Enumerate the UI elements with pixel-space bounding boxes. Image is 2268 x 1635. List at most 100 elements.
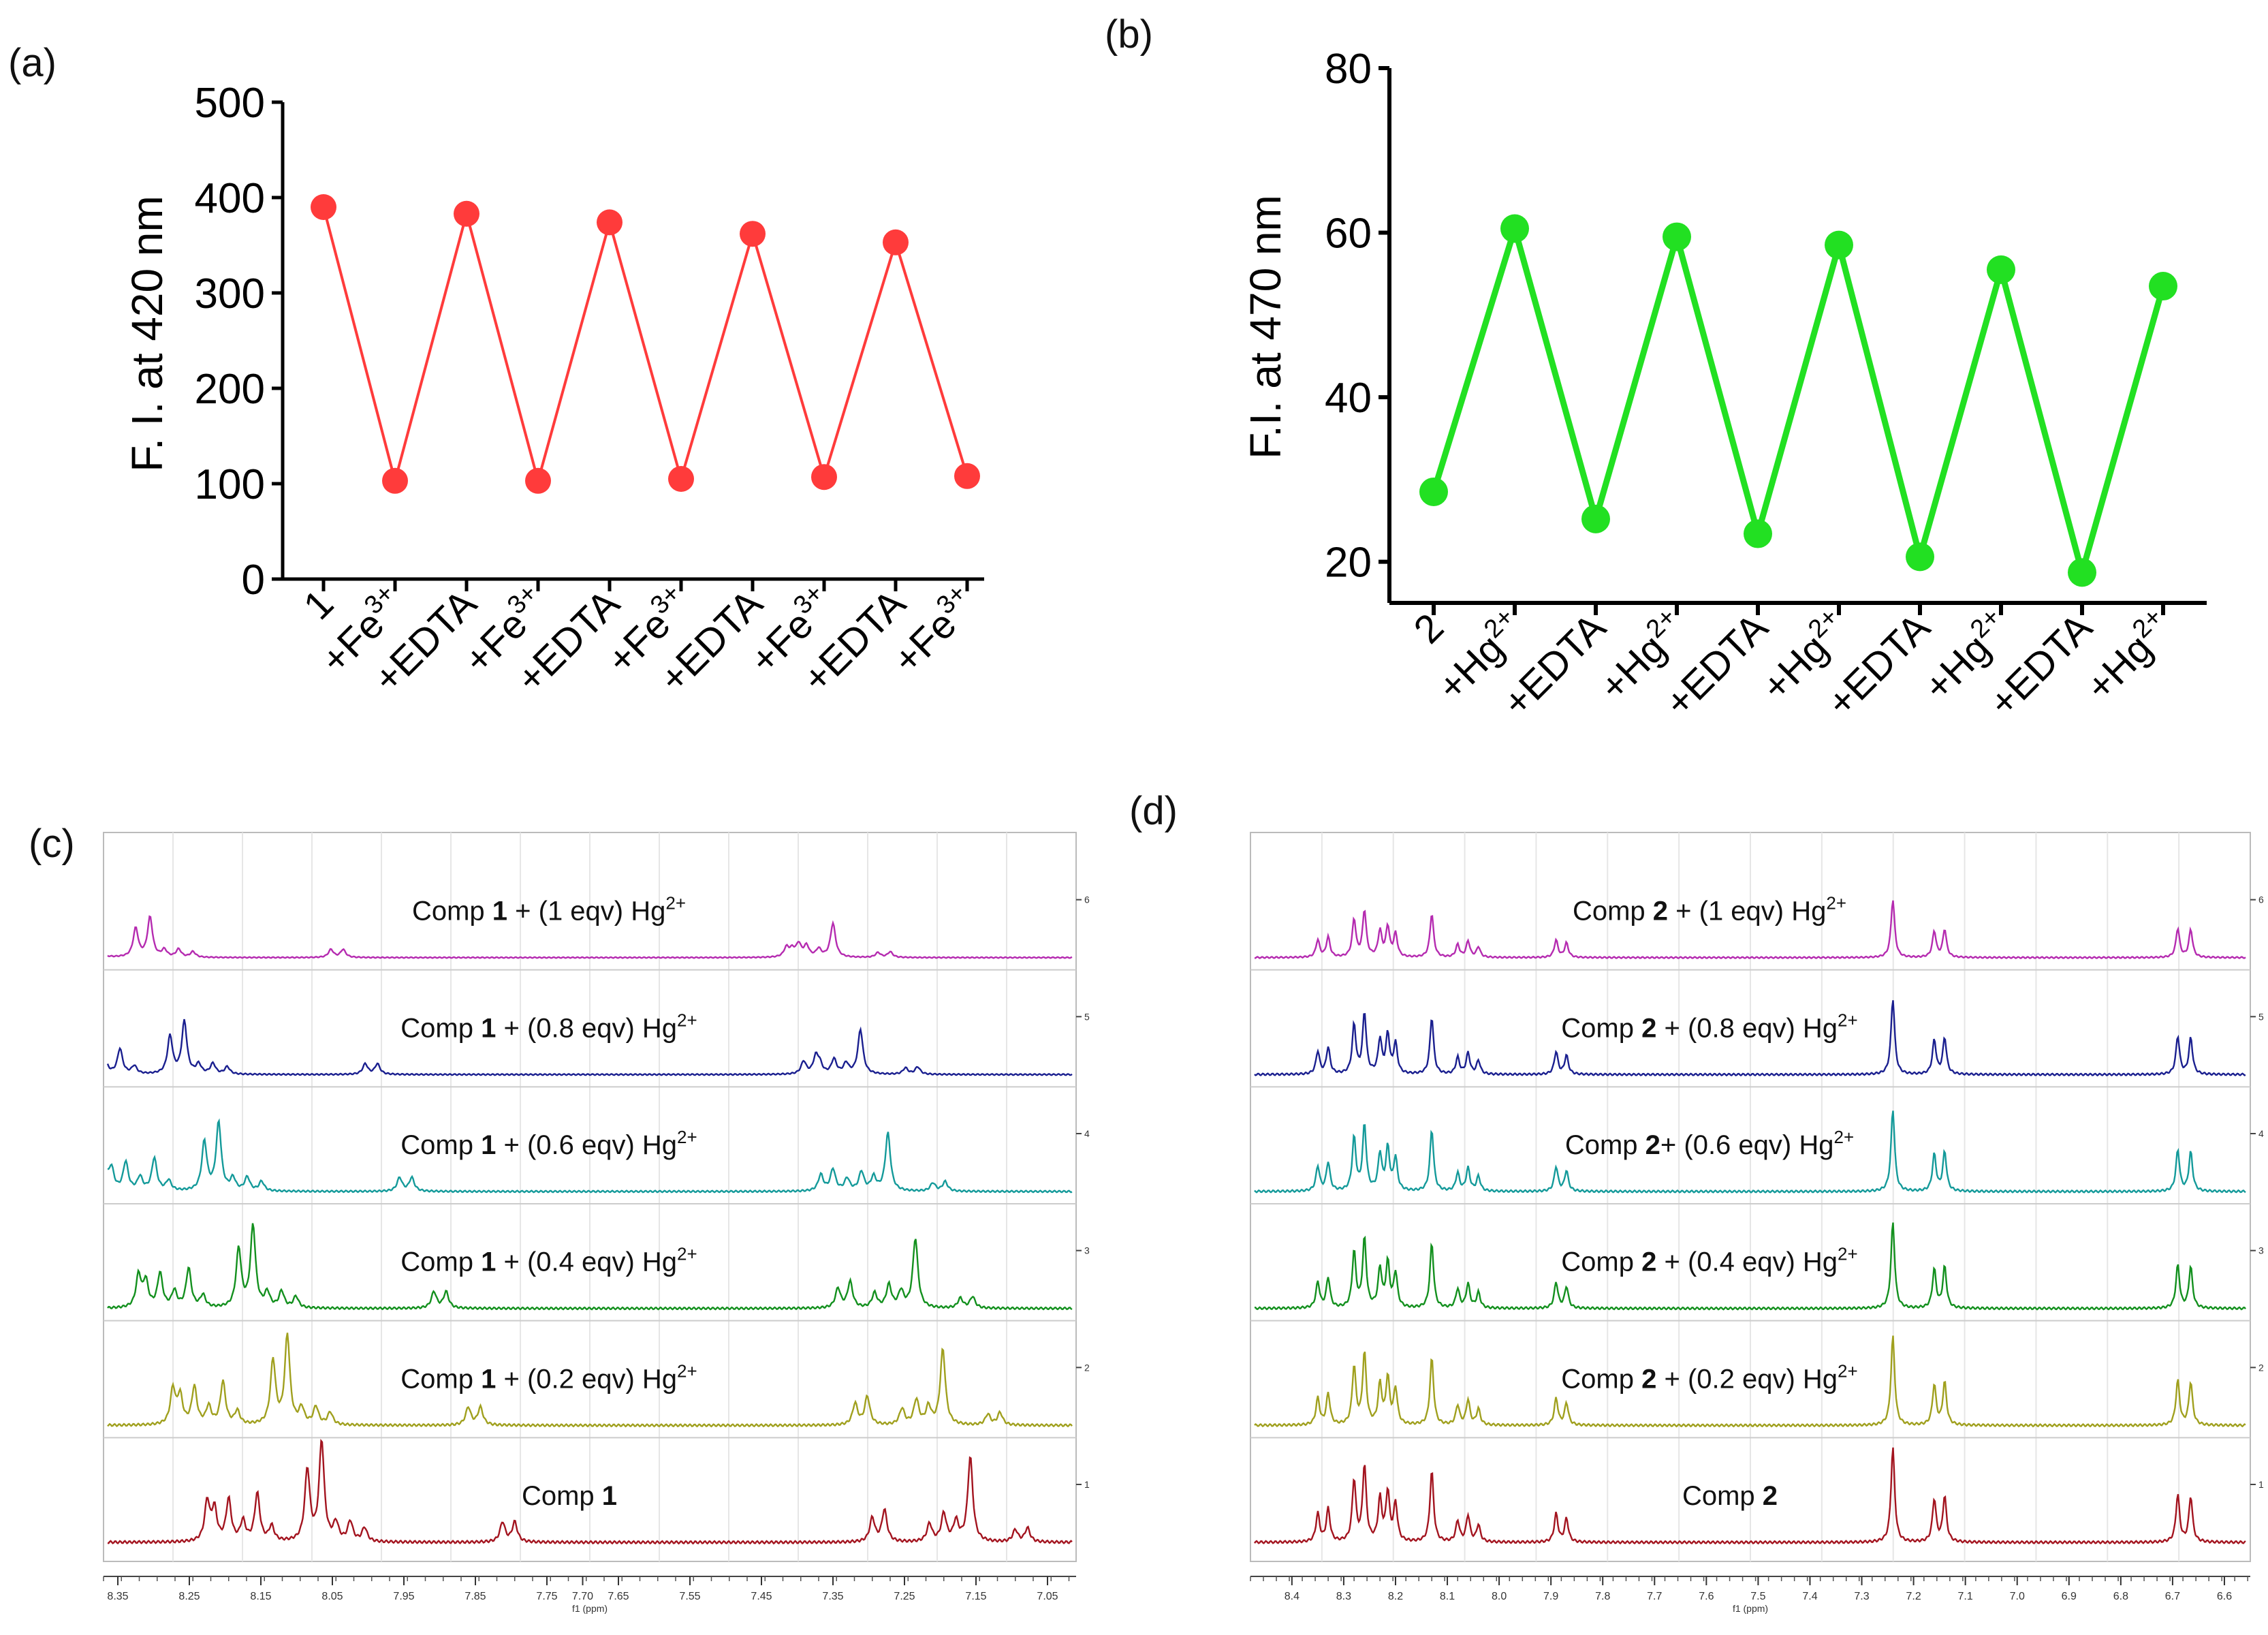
chartB-data-point [1744, 519, 1772, 548]
chartA-data-point [597, 209, 623, 236]
nmrD-ppm-tick-label: 6.9 [2062, 1591, 2077, 1602]
nmrC-ppm-tick-label: 7.95 [393, 1591, 414, 1602]
nmrD-ppm-tick-label: 7.7 [1647, 1591, 1662, 1602]
chartA-data-point [668, 466, 694, 492]
chartB-y-tick-label: 40 [1325, 375, 1372, 422]
chartA-y-tick-label: 100 [195, 461, 265, 508]
nmrD-ppm-tick-label: 7.4 [1802, 1591, 1817, 1602]
chartA-y-tick-label: 300 [195, 270, 265, 317]
nmrC-trace-label: Comp 1 + (0.2 eqv) Hg2+ [400, 1360, 697, 1394]
nmrD-right-tick-label: 1 [2258, 1479, 2264, 1490]
chartA-data-point [954, 463, 980, 489]
panel-label-a: (a) [8, 41, 57, 85]
nmrC-ppm-tick-label: 7.55 [679, 1591, 700, 1602]
nmrC-trace-label: Comp 1 + (0.8 eqv) Hg2+ [400, 1010, 697, 1043]
nmrD-right-tick-label: 2 [2258, 1362, 2264, 1373]
chartA-data-point [454, 200, 479, 227]
nmrC-ppm-tick-label: 8.25 [178, 1591, 200, 1602]
nmr-stack-c: 1 2 3 4 5 6 8.35 8.25 8.15 8.05 7.95 7.85 7.75 7.70 7.… [103, 832, 1090, 1614]
nmrC-right-tick-label: 1 [1084, 1479, 1090, 1490]
chartB-category-label: 2 [1405, 605, 1452, 652]
nmrC-spectrum-trace [107, 915, 1073, 959]
nmrD-spectrum-trace [1255, 900, 2246, 959]
nmrD-ppm-tick-label: 7.3 [1854, 1591, 1869, 1602]
nmrD-right-tick-label: 3 [2258, 1245, 2264, 1256]
chart-b-y-axis-title: F.I. at 470 nm [1241, 195, 1290, 459]
nmrC-trace-label: Comp 1 + (0.4 eqv) Hg2+ [400, 1244, 697, 1277]
chartB-series-line [1430, 217, 2167, 585]
panel-label-c: (c) [29, 822, 75, 866]
chartA-y-tick-label: 0 [242, 557, 265, 604]
nmrD-ppm-tick-label: 7.8 [1595, 1591, 1610, 1602]
nmrC-ppm-tick-label: 7.65 [608, 1591, 629, 1602]
nmrC-ppm-tick-label: 7.45 [751, 1591, 772, 1602]
chartA-category-label: 1 [295, 581, 342, 628]
nmrD-spectrum-trace [1254, 1335, 2246, 1428]
nmrC-right-tick-label: 4 [1084, 1128, 1090, 1139]
nmrC-right-tick-label: 5 [1084, 1011, 1090, 1022]
nmrD-spectrum-trace [1254, 1000, 2246, 1077]
nmrD-right-tick-label: 4 [2258, 1128, 2264, 1139]
chart-a: F. I. at 420 nm 01002003004005001+Fe3++E… [123, 80, 986, 701]
nmrD-ppm-tick-label: 6.6 [2217, 1591, 2232, 1602]
chartA-data-point [740, 221, 766, 247]
chartB-data-point [1663, 222, 1691, 251]
nmrC-ppm-tick-label: 8.35 [107, 1591, 128, 1602]
chart-a-y-axis-title: F. I. at 420 nm [123, 196, 172, 472]
nmrD-right-tick-label: 6 [2258, 894, 2264, 905]
nmrD-ppm-axis-title: f1 (ppm) [1733, 1603, 1768, 1614]
nmrD-ppm-tick-label: 8.1 [1440, 1591, 1455, 1602]
nmrC-spectrum-trace [107, 1118, 1073, 1194]
chartB-y-tick-label: 60 [1325, 211, 1372, 258]
nmrD-trace-label: Comp 2 + (0.4 eqv) Hg2+ [1561, 1244, 1857, 1277]
nmrD-ppm-tick-label: 6.7 [2165, 1591, 2180, 1602]
chartB-category-label: +Hg2+ [2075, 603, 2182, 710]
nmrC-ppm-axis-title: f1 (ppm) [572, 1603, 608, 1614]
nmrC-trace-label: Comp 1 [522, 1481, 617, 1511]
nmrC-ppm-tick-label: 7.05 [1037, 1591, 1058, 1602]
nmrC-right-tick-label: 3 [1084, 1245, 1090, 1256]
nmrC-ppm-tick-label: 7.85 [464, 1591, 486, 1602]
nmrD-spectrum-trace [1254, 1110, 2246, 1194]
nmrC-ppm-tick-label: 8.05 [321, 1591, 343, 1602]
nmrD-ppm-tick-label: 7.2 [1906, 1591, 1921, 1602]
nmrC-right-tick-label: 6 [1084, 894, 1090, 905]
nmrC-spectrum-trace [106, 1018, 1073, 1076]
nmrD-ppm-tick-label: 7.5 [1750, 1591, 1765, 1602]
nmrD-ppm-tick-label: 8.4 [1285, 1591, 1300, 1602]
nmrD-ppm-tick-label: 7.6 [1699, 1591, 1714, 1602]
nmrD-spectrum-trace [1254, 1447, 2246, 1545]
nmrD-trace-label: Comp 2 [1682, 1481, 1778, 1511]
chart-b: F.I. at 470 nm 204060802+Hg2++EDTA+Hg2++… [1241, 46, 2207, 725]
chartA-data-point [311, 194, 336, 220]
nmrD-trace-label: Comp 2 + (0.2 eqv) Hg2+ [1561, 1360, 1857, 1394]
nmrD-ppm-tick-label: 7.9 [1543, 1591, 1558, 1602]
nmrD-ppm-tick-label: 8.0 [1492, 1591, 1507, 1602]
chartB-y-tick-label: 20 [1325, 540, 1372, 587]
nmrC-ppm-tick-label: 7.70 [572, 1591, 593, 1602]
nmrC-trace-label: Comp 1 + (0.6 eqv) Hg2+ [400, 1127, 697, 1160]
nmrD-ppm-tick-label: 8.3 [1336, 1591, 1351, 1602]
nmrC-ppm-tick-label: 7.15 [965, 1591, 986, 1602]
nmr-stack-d: 1 2 3 4 5 6 8.4 8.3 8.2 8.1 8.0 7.9 7.8 7.7 7.6 7.5 7.4 7… [1250, 832, 2264, 1614]
chartB-data-point [1825, 230, 1853, 260]
chartA-y-tick-label: 400 [195, 175, 265, 222]
chartB-data-point [1581, 504, 1610, 533]
chartA-y-tick-label: 200 [195, 366, 265, 413]
nmrD-spectrum-trace [1254, 1222, 2246, 1311]
panel-label-b: (b) [1105, 12, 1153, 57]
nmrD-ppm-tick-label: 6.8 [2113, 1591, 2128, 1602]
nmrC-spectrum-trace [107, 1333, 1073, 1428]
nmrD-trace-label: Comp 2+ (0.6 eqv) Hg2+ [1565, 1127, 1854, 1160]
panel-label-d: (d) [1129, 789, 1178, 833]
nmrC-trace-label: Comp 1 + (1 eqv) Hg2+ [412, 893, 686, 926]
chartB-data-point [1500, 214, 1529, 243]
nmrD-ppm-tick-label: 7.1 [1958, 1591, 1973, 1602]
chartB-data-point [1906, 542, 1934, 572]
nmrC-ppm-tick-label: 7.75 [536, 1591, 557, 1602]
chartA-data-point [883, 229, 909, 255]
chartA-series-line [322, 206, 968, 486]
chartB-data-point [1987, 255, 2015, 284]
chartA-category-label: +Fe3+ [882, 579, 986, 683]
